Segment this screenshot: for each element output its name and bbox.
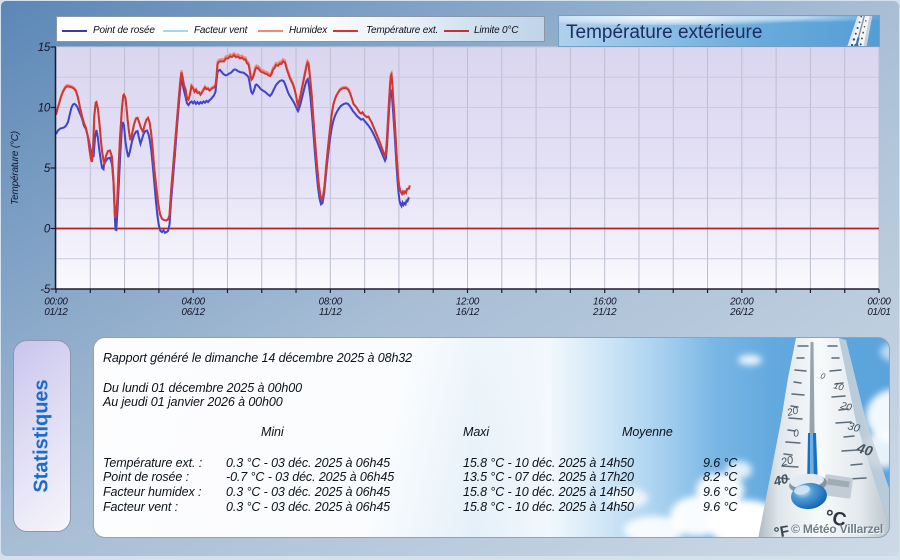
svg-text:20: 20 (779, 454, 796, 469)
svg-text:40: 40 (854, 439, 875, 459)
svg-text:11/12: 11/12 (319, 307, 342, 318)
svg-text:15: 15 (38, 42, 51, 54)
svg-text:°F: °F (773, 523, 791, 538)
svg-text:40: 40 (771, 471, 790, 489)
svg-text:0: 0 (792, 428, 800, 440)
svg-text:26/12: 26/12 (729, 307, 754, 318)
svg-text:Température (°C): Température (°C) (10, 131, 21, 205)
svg-text:06/12: 06/12 (182, 307, 206, 318)
svg-text:04:00: 04:00 (182, 297, 206, 308)
svg-text:30: 30 (846, 420, 862, 435)
svg-text:16/12: 16/12 (456, 307, 480, 318)
svg-text:-5: -5 (40, 284, 51, 296)
svg-text:20: 20 (838, 400, 853, 414)
svg-text:°C: °C (823, 506, 848, 531)
svg-text:01/12: 01/12 (44, 307, 68, 318)
svg-text:00:00: 00:00 (44, 297, 68, 308)
svg-text:5: 5 (44, 163, 51, 175)
svg-text:08:00: 08:00 (319, 297, 343, 308)
svg-text:0: 0 (819, 371, 826, 381)
svg-text:10: 10 (38, 103, 51, 115)
svg-text:00:00: 00:00 (867, 297, 891, 308)
svg-text:0: 0 (44, 224, 51, 236)
svg-text:12:00: 12:00 (456, 297, 480, 308)
svg-text:21/12: 21/12 (592, 307, 617, 318)
svg-text:20:00: 20:00 (729, 297, 754, 308)
svg-text:16:00: 16:00 (593, 297, 617, 308)
svg-text:20: 20 (785, 405, 800, 419)
svg-text:01/01: 01/01 (867, 307, 890, 318)
svg-text:10: 10 (832, 380, 844, 392)
